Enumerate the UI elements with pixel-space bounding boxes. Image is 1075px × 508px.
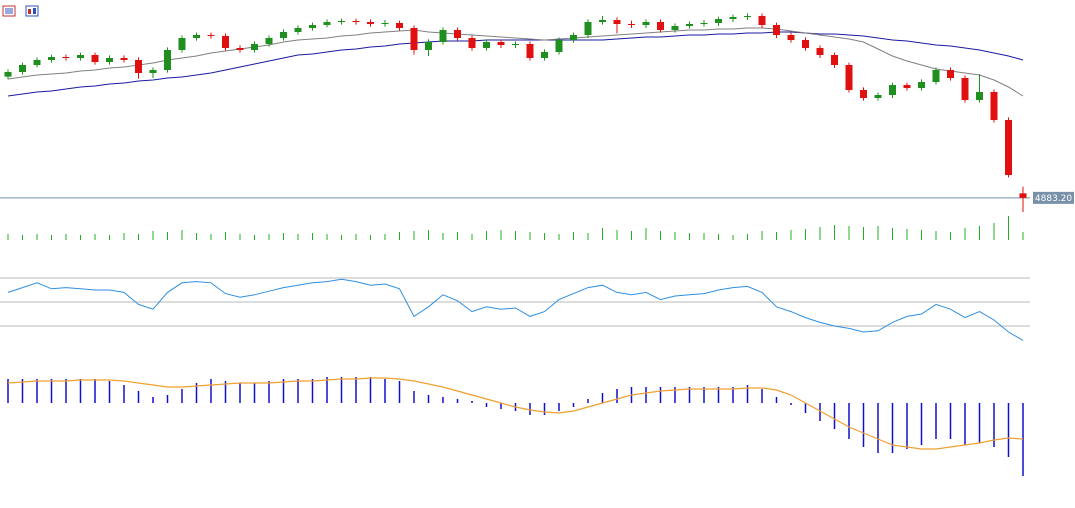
candle-body [555, 40, 563, 52]
candle-body [889, 85, 896, 95]
candle-body [947, 70, 954, 78]
candle-body [526, 44, 534, 58]
candle-body [439, 30, 447, 42]
candle-body [903, 85, 911, 88]
candle-body [758, 16, 766, 25]
candle-body [918, 82, 925, 88]
candle-body [468, 38, 476, 48]
candle-body [309, 25, 316, 28]
candle-body [700, 23, 708, 24]
fast-ma-line [7, 27, 1024, 97]
candle-body [570, 35, 577, 40]
candle-body [990, 92, 998, 120]
candle-body [845, 65, 853, 90]
candle-body [91, 55, 99, 62]
candle-body [236, 48, 244, 50]
candle-body [744, 16, 751, 17]
price-label-box [1033, 191, 1074, 204]
candle-body [207, 35, 215, 36]
candle-body [77, 55, 84, 58]
candle-body [773, 25, 780, 35]
slow-ma-line [7, 31, 1024, 97]
candle-body [106, 58, 113, 62]
candle-body [932, 70, 940, 82]
candle-body [149, 70, 157, 73]
candle-body [323, 22, 331, 25]
candle-body [381, 23, 389, 24]
candle-body [265, 38, 273, 44]
candle-body [541, 52, 548, 58]
icon-bar [28, 9, 31, 14]
candle-body [628, 24, 635, 25]
candle-body [178, 38, 186, 50]
candle-body [961, 78, 969, 100]
candle-body [802, 40, 809, 48]
candle-body [352, 21, 360, 22]
candle-body [1005, 120, 1012, 175]
candle-body [584, 22, 592, 35]
candle-body [512, 44, 519, 45]
candle-body [410, 28, 418, 50]
candle-body [497, 42, 505, 45]
candle-body [19, 65, 26, 72]
candle-body [251, 44, 258, 50]
candle-body [396, 23, 403, 28]
candle-body [816, 48, 824, 55]
candle-body [874, 95, 882, 98]
candle-body [657, 22, 664, 30]
candle-body [48, 57, 55, 60]
macd-signal-line [7, 377, 1024, 450]
candle-body [135, 60, 142, 73]
candle-body [787, 35, 795, 40]
icon-bar [33, 8, 36, 14]
candle-body [425, 42, 432, 50]
rsi-line [7, 278, 1024, 341]
candle-body [164, 50, 171, 70]
candle-body [4, 72, 12, 77]
candle-body [1019, 193, 1027, 198]
candle-body [599, 20, 606, 22]
candle-body [860, 90, 867, 98]
candle-body [222, 36, 229, 48]
price-label: 4883.20 [1035, 194, 1072, 204]
candle-body [483, 42, 490, 48]
candle-body [729, 17, 737, 19]
chart-icon[interactable] [25, 5, 39, 17]
candle-body [613, 20, 621, 24]
candle-body [976, 92, 983, 100]
candle-body [33, 60, 41, 65]
candle-body [454, 30, 461, 38]
candle-body [715, 19, 722, 23]
candle-body [686, 24, 693, 26]
candle-body [280, 32, 287, 38]
candle-body [62, 57, 70, 58]
candle-body [831, 55, 838, 65]
candle-body [193, 35, 200, 38]
candle-body [642, 22, 650, 25]
candle-body [120, 58, 128, 60]
candle-body [338, 21, 345, 22]
candle-body [367, 22, 374, 24]
candle-body [294, 28, 302, 32]
toolbar-icons[interactable] [2, 5, 39, 17]
candle-body [671, 26, 679, 30]
